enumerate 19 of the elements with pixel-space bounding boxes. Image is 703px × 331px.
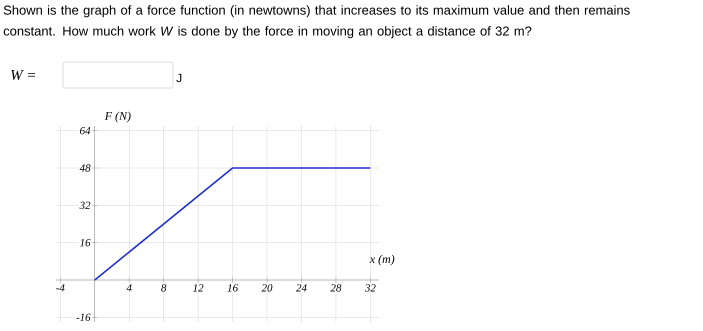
y-tick-label: 16 <box>80 238 91 246</box>
x-tick-label: -4 <box>56 284 65 292</box>
y-tick-label: 64 <box>80 126 90 134</box>
x-tick-label: 4 <box>126 284 132 292</box>
chart-title: Shown is the graph of a force function (in newtowns) that increases to its maximum value and then remains constant. How much work W is done by the force in moving an object a distance of 32 m? <box>4 5 630 38</box>
x-tick-label: 28 <box>330 284 342 292</box>
y-axis-title: F (N) <box>104 112 131 122</box>
x-tick-label: 24 <box>296 284 307 292</box>
y-tick-label: 48 <box>80 164 90 172</box>
x-tick-label: 12 <box>193 284 204 292</box>
text: J <box>176 74 182 82</box>
y-tick-label: 32 <box>80 202 90 210</box>
x-tick-label: 16 <box>227 284 238 292</box>
x-tick-label: 32 <box>364 284 376 292</box>
x-axis-title: x (m) <box>370 254 394 266</box>
x-tick-label: 8 <box>161 284 166 292</box>
text: W = <box>11 70 36 80</box>
x-tick-label: 20 <box>262 284 272 292</box>
y-tick-label: -16 <box>76 314 91 322</box>
